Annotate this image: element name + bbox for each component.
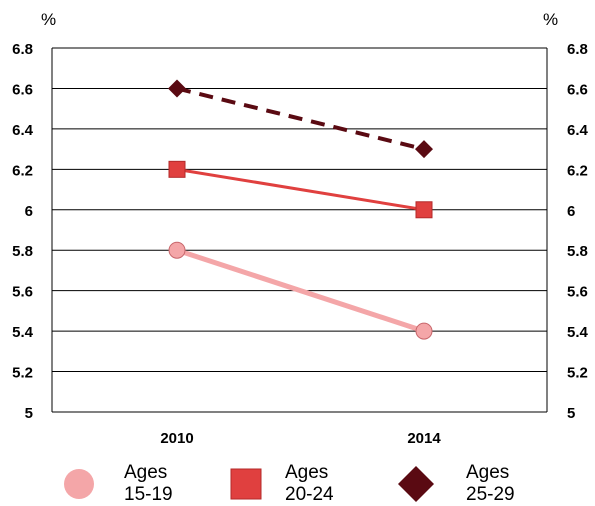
y-tick-label-right: 6.2 <box>567 162 588 179</box>
legend-label-ages-15-19: Ages 15-19 <box>124 462 173 505</box>
y-tick-label-right: 6.6 <box>567 81 588 98</box>
data-point-series-1-1 <box>415 201 433 219</box>
legend-square-marker <box>230 468 262 500</box>
y-tick-label-left: 5.6 <box>12 284 33 301</box>
y-tick-label-left: 6.2 <box>12 162 33 179</box>
legend-circle-marker <box>64 469 94 499</box>
y-tick-label-left: 6.4 <box>12 122 34 139</box>
y-tick-label-right: 6 <box>567 203 575 220</box>
y-tick-label-right: 5.8 <box>567 243 588 260</box>
y-tick-label-left: 5.2 <box>12 365 33 382</box>
y-tick-label-left: 6.8 <box>12 41 33 58</box>
legend-label-ages-25-29: Ages 25-29 <box>466 462 515 505</box>
series-line-0 <box>176 247 425 334</box>
legend-item-ages-25-29: Ages 25-29 <box>396 462 515 506</box>
legend-item-ages-15-19: Ages 15-19 <box>62 462 173 506</box>
y-tick-label-right: 6.8 <box>567 41 588 58</box>
y-tick-label-left: 5.4 <box>12 324 34 341</box>
x-tick-label: 2010 <box>160 430 193 447</box>
data-point-series-0-0 <box>168 241 186 259</box>
y-tick-label-right: 6.4 <box>567 122 589 139</box>
y-tick-label-right: 5 <box>567 405 575 422</box>
legend-item-ages-20-24: Ages 20-24 <box>229 462 334 506</box>
legend-label-ages-20-24: Ages 20-24 <box>285 462 334 505</box>
data-point-series-2-0 <box>168 79 186 98</box>
y-tick-label-right: 5.6 <box>567 284 588 301</box>
y-tick-label-left: 5.8 <box>12 243 33 260</box>
y-tick-label-left: 6 <box>25 203 33 220</box>
data-point-series-0-1 <box>415 322 433 340</box>
y-tick-label-left: 6.6 <box>12 81 33 98</box>
series-line-1 <box>176 167 425 212</box>
series-line-2 <box>176 86 425 152</box>
y-tick-label-right: 5.2 <box>567 365 588 382</box>
y-axis-unit-left: % <box>41 10 57 29</box>
legend-diamond-marker <box>398 466 434 502</box>
data-point-series-1-0 <box>168 160 186 178</box>
y-axis-unit-right: % <box>543 10 559 29</box>
x-tick-label: 2014 <box>407 430 441 447</box>
y-tick-label-right: 5.4 <box>567 324 589 341</box>
data-point-series-2-1 <box>415 140 433 159</box>
y-tick-label-left: 5 <box>25 405 33 422</box>
